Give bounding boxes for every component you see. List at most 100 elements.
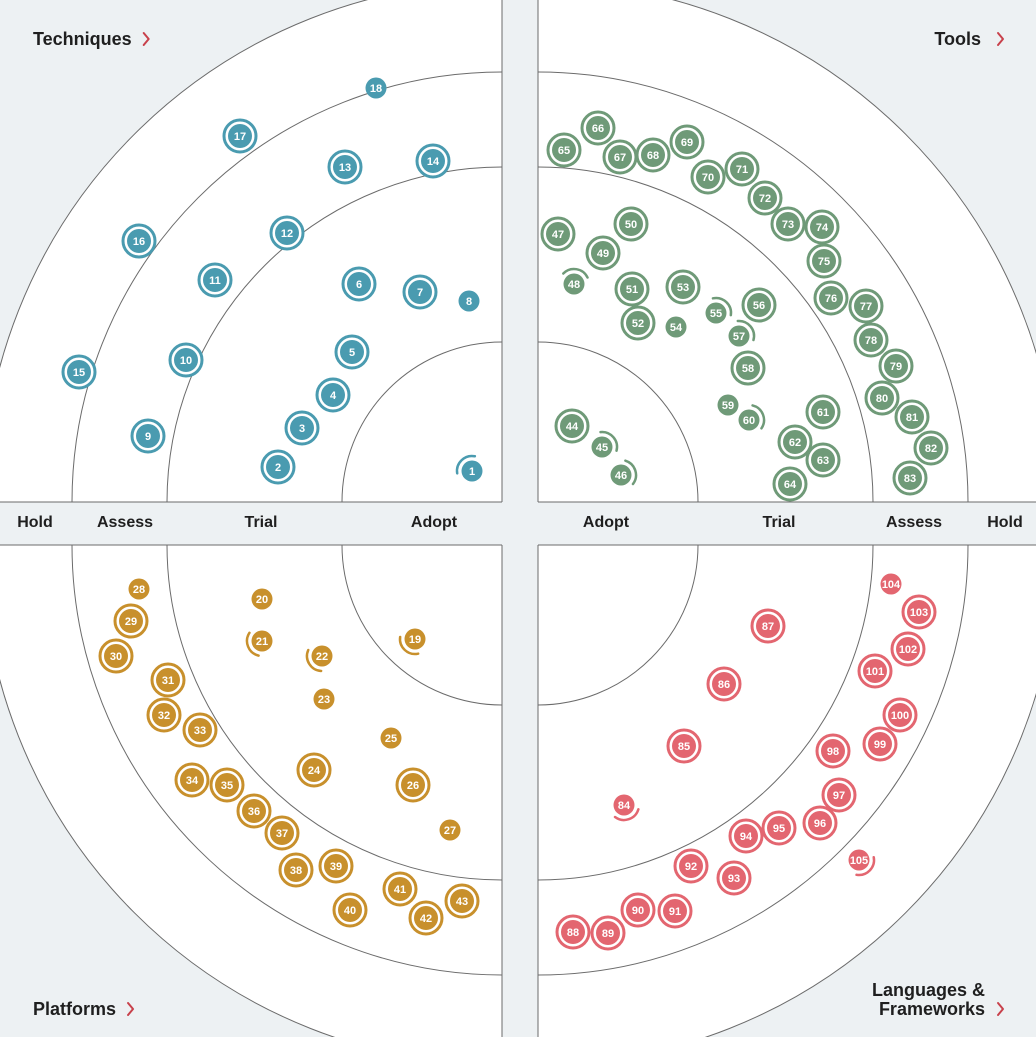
blip-12[interactable]: 12 xyxy=(269,215,305,251)
blip-75[interactable]: 75 xyxy=(806,243,842,279)
blip-80[interactable]: 80 xyxy=(864,380,900,416)
blip-92[interactable]: 92 xyxy=(673,848,709,884)
blip-61[interactable]: 61 xyxy=(805,394,841,430)
blip-10[interactable]: 10 xyxy=(168,342,204,378)
blip-3[interactable]: 3 xyxy=(284,410,320,446)
blip-11[interactable]: 11 xyxy=(197,262,233,298)
blip-49[interactable]: 49 xyxy=(585,235,621,271)
blip-36[interactable]: 36 xyxy=(236,793,272,829)
blip-54[interactable]: 54 xyxy=(665,316,687,338)
blip-97[interactable]: 97 xyxy=(821,777,857,813)
blip-31[interactable]: 31 xyxy=(150,662,186,698)
blip-14[interactable]: 14 xyxy=(415,143,451,179)
blip-58[interactable]: 58 xyxy=(730,350,766,386)
blip-6[interactable]: 6 xyxy=(341,266,377,302)
blip-86[interactable]: 86 xyxy=(706,666,742,702)
blip-96[interactable]: 96 xyxy=(802,805,838,841)
blip-45[interactable]: 45 xyxy=(591,430,619,458)
blip-40[interactable]: 40 xyxy=(332,892,368,928)
blip-43[interactable]: 43 xyxy=(444,883,480,919)
blip-1[interactable]: 1 xyxy=(455,454,483,482)
blip-84[interactable]: 84 xyxy=(613,794,640,822)
blip-68[interactable]: 68 xyxy=(635,137,671,173)
blip-13[interactable]: 13 xyxy=(327,149,363,185)
blip-82[interactable]: 82 xyxy=(913,430,949,466)
blip-71[interactable]: 71 xyxy=(724,151,760,187)
blip-26[interactable]: 26 xyxy=(395,767,431,803)
blip-94[interactable]: 94 xyxy=(728,818,764,854)
blip-98[interactable]: 98 xyxy=(815,733,851,769)
blip-32[interactable]: 32 xyxy=(146,697,182,733)
blip-66[interactable]: 66 xyxy=(580,110,616,146)
blip-50[interactable]: 50 xyxy=(613,206,649,242)
blip-22[interactable]: 22 xyxy=(305,645,333,673)
blip-33[interactable]: 33 xyxy=(182,712,218,748)
blip-28[interactable]: 28 xyxy=(128,578,150,600)
blip-99[interactable]: 99 xyxy=(862,726,898,762)
blip-15[interactable]: 15 xyxy=(61,354,97,390)
blip-8[interactable]: 8 xyxy=(458,290,480,312)
blip-100[interactable]: 100 xyxy=(882,697,918,733)
quadrant-link-platforms[interactable]: Platforms xyxy=(33,999,135,1019)
blip-90[interactable]: 90 xyxy=(620,892,656,928)
blip-62[interactable]: 62 xyxy=(777,424,813,460)
blip-103[interactable]: 103 xyxy=(901,594,937,630)
blip-89[interactable]: 89 xyxy=(590,915,626,951)
blip-23[interactable]: 23 xyxy=(313,688,335,710)
blip-25[interactable]: 25 xyxy=(380,727,402,749)
blip-93[interactable]: 93 xyxy=(716,860,752,896)
blip-64[interactable]: 64 xyxy=(772,466,808,502)
blip-42[interactable]: 42 xyxy=(408,900,444,936)
blip-88[interactable]: 88 xyxy=(555,914,591,950)
blip-85[interactable]: 85 xyxy=(666,728,702,764)
blip-52[interactable]: 52 xyxy=(620,305,656,341)
blip-2[interactable]: 2 xyxy=(260,449,296,485)
blip-19[interactable]: 19 xyxy=(398,628,426,656)
blip-76[interactable]: 76 xyxy=(813,280,849,316)
blip-74[interactable]: 74 xyxy=(804,209,840,245)
blip-53[interactable]: 53 xyxy=(665,269,701,305)
blip-91[interactable]: 91 xyxy=(657,893,693,929)
blip-21[interactable]: 21 xyxy=(245,630,273,657)
blip-95[interactable]: 95 xyxy=(761,810,797,846)
blip-77[interactable]: 77 xyxy=(848,288,884,324)
blip-30[interactable]: 30 xyxy=(98,638,134,674)
blip-73[interactable]: 73 xyxy=(770,206,806,242)
quadrant-link-languages[interactable]: Languages &Frameworks xyxy=(872,980,1004,1019)
blip-55[interactable]: 55 xyxy=(705,296,733,324)
blip-70[interactable]: 70 xyxy=(690,159,726,195)
blip-17[interactable]: 17 xyxy=(222,118,258,154)
blip-104[interactable]: 104 xyxy=(880,573,902,595)
blip-24[interactable]: 24 xyxy=(296,752,332,788)
blip-27[interactable]: 27 xyxy=(439,819,461,841)
blip-20[interactable]: 20 xyxy=(251,588,273,610)
blip-48[interactable]: 48 xyxy=(562,267,589,295)
blip-47[interactable]: 47 xyxy=(540,216,576,252)
blip-105[interactable]: 105 xyxy=(848,849,876,877)
blip-44[interactable]: 44 xyxy=(554,408,590,444)
blip-81[interactable]: 81 xyxy=(894,399,930,435)
blip-87[interactable]: 87 xyxy=(750,608,786,644)
blip-101[interactable]: 101 xyxy=(857,653,893,689)
blip-51[interactable]: 51 xyxy=(614,271,650,307)
blip-69[interactable]: 69 xyxy=(669,124,705,160)
quadrant-link-techniques[interactable]: Techniques xyxy=(33,29,150,49)
blip-35[interactable]: 35 xyxy=(209,767,245,803)
blip-29[interactable]: 29 xyxy=(113,603,149,639)
blip-7[interactable]: 7 xyxy=(402,274,438,310)
blip-16[interactable]: 16 xyxy=(121,223,157,259)
blip-41[interactable]: 41 xyxy=(382,871,418,907)
quadrant-link-tools[interactable]: Tools xyxy=(934,29,1004,49)
blip-67[interactable]: 67 xyxy=(602,139,638,175)
blip-56[interactable]: 56 xyxy=(741,287,777,323)
blip-72[interactable]: 72 xyxy=(747,180,783,216)
blip-65[interactable]: 65 xyxy=(546,132,582,168)
blip-18[interactable]: 18 xyxy=(365,77,387,99)
blip-4[interactable]: 4 xyxy=(315,377,351,413)
blip-38[interactable]: 38 xyxy=(278,852,314,888)
blip-39[interactable]: 39 xyxy=(318,848,354,884)
blip-59[interactable]: 59 xyxy=(717,394,739,416)
blip-102[interactable]: 102 xyxy=(890,631,926,667)
blip-60[interactable]: 60 xyxy=(738,404,766,431)
blip-9[interactable]: 9 xyxy=(130,418,166,454)
